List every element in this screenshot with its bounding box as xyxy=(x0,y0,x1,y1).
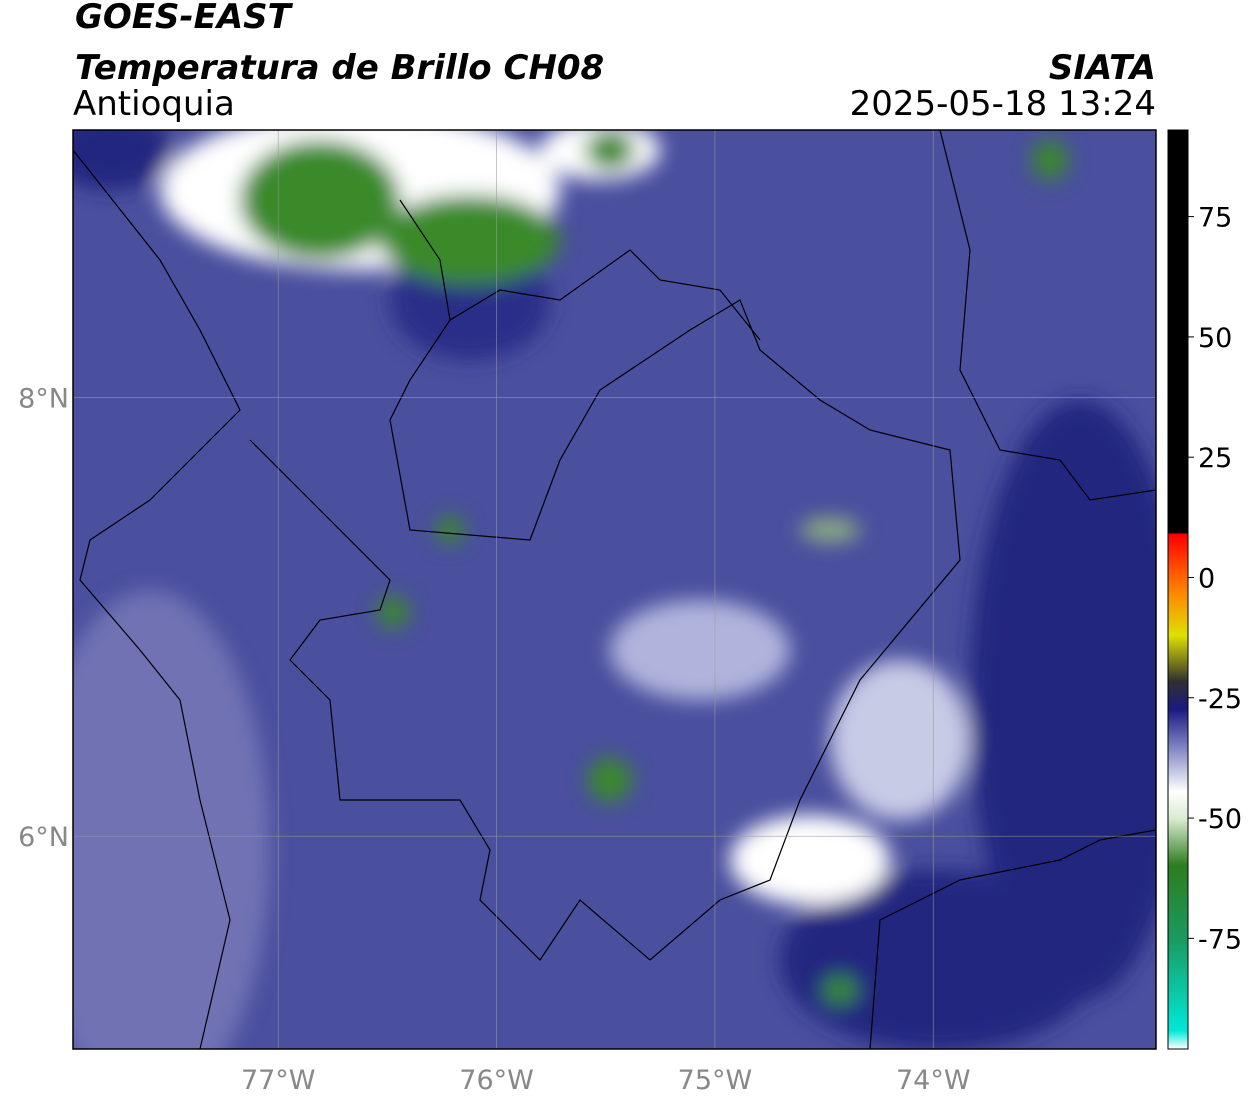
datetime: 2025-05-18 13:24 xyxy=(850,84,1156,124)
colorbar-tick-label: 50 xyxy=(1198,323,1232,354)
satellite-image xyxy=(73,130,1156,1049)
map-frame xyxy=(72,129,1157,1050)
lon-label: 76°W xyxy=(459,1065,534,1096)
region: Antioquia xyxy=(73,84,235,124)
colorbar-tick-label: 25 xyxy=(1198,443,1232,474)
colorbar-tick-label: 75 xyxy=(1198,203,1232,234)
colorbar-tick-label: -75 xyxy=(1198,924,1242,955)
lon-label: 74°W xyxy=(896,1065,971,1096)
source: SIATA xyxy=(1049,48,1156,88)
colorbar-tick-label: -25 xyxy=(1198,684,1242,715)
lon-label: 75°W xyxy=(678,1065,753,1096)
subtitle: Temperatura de Brillo CH08 xyxy=(75,48,604,88)
lat-label: 8°N xyxy=(18,384,69,415)
lon-label: 77°W xyxy=(241,1065,316,1096)
colorbar-tick-label: 0 xyxy=(1198,563,1215,594)
lat-label: 6°N xyxy=(18,822,69,853)
title: GOES-EAST xyxy=(75,0,294,37)
colorbar-tick-label: -50 xyxy=(1198,804,1242,835)
colorbar xyxy=(1167,129,1189,1050)
